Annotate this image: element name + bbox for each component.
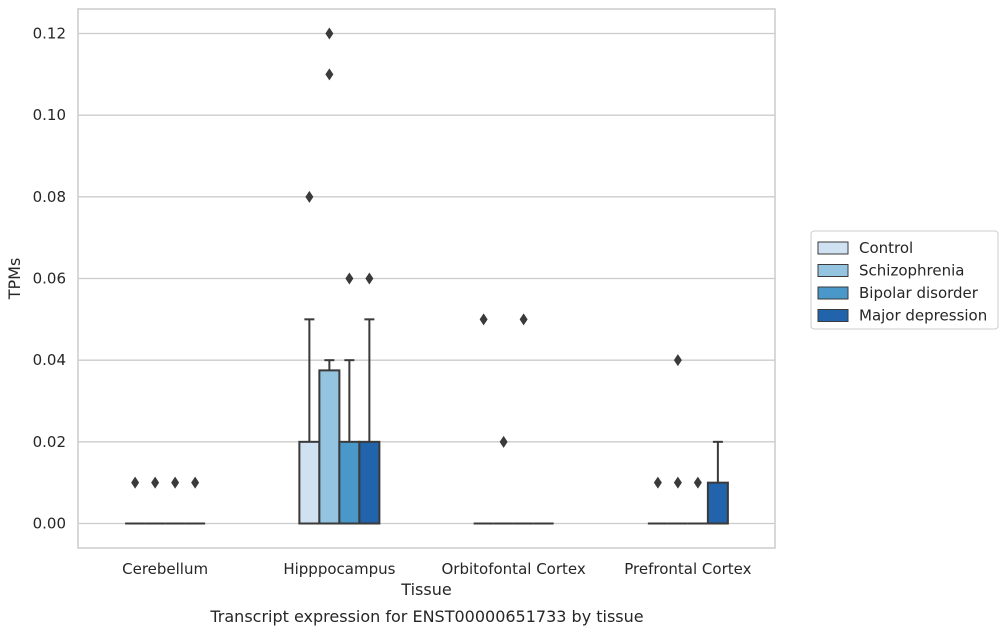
legend-swatch: [817, 286, 849, 300]
y-tick-label: 0.00: [33, 515, 66, 533]
box-body: [338, 440, 361, 525]
legend-swatch: [817, 241, 849, 255]
outlier-point: [519, 313, 528, 326]
box-group: [473, 313, 494, 525]
x-axis-ticks: Cerebellum Hipppocampus Orbitofontal Corte…: [122, 560, 751, 578]
y-tick-label: 0.10: [33, 106, 66, 124]
box-plots: [125, 27, 729, 525]
outlier-point: [673, 354, 682, 367]
box-group: [125, 476, 146, 525]
box-group: [318, 27, 341, 525]
legend-label: Major depression: [859, 307, 987, 325]
x-tick-label: Orbitofontal Cortex: [442, 560, 586, 578]
legend: Control Schizophrenia Bipolar disorder Majo…: [810, 230, 999, 330]
box-group: [358, 272, 381, 525]
box-body: [358, 440, 381, 525]
y-tick-label: 0.12: [33, 25, 66, 43]
outlier-point: [325, 27, 334, 40]
y-tick-label: 0.06: [33, 270, 66, 288]
box-group: [145, 476, 166, 525]
box-group: [687, 476, 708, 525]
box-group: [165, 476, 186, 525]
x-tick-label: Prefrontal Cortex: [624, 560, 751, 578]
y-axis-ticks: 0.00 0.02 0.04 0.06 0.08 0.10 0.12: [33, 25, 66, 533]
outlier-point: [325, 68, 334, 81]
outlier-point: [479, 313, 488, 326]
grid-lines: [78, 32, 775, 525]
legend-frame: [810, 230, 999, 330]
box-group: [185, 476, 206, 525]
box-group: [706, 440, 729, 525]
x-tick-label: Hipppocampus: [283, 560, 395, 578]
y-tick-label: 0.08: [33, 188, 66, 206]
legend-label: Control: [859, 239, 913, 257]
y-axis-label: TPMs: [5, 258, 24, 301]
outlier-point: [499, 435, 508, 448]
plot-frame: [77, 8, 776, 549]
legend-label: Schizophrenia: [859, 262, 964, 280]
box-group: [513, 313, 534, 525]
box-body: [298, 440, 321, 525]
outlier-point: [365, 272, 374, 285]
outlier-point: [693, 476, 702, 489]
box-group: [493, 435, 514, 525]
x-axis-label: Tissue: [400, 580, 451, 599]
box-group: [667, 354, 688, 525]
y-tick-label: 0.02: [33, 433, 66, 451]
box-group: [338, 272, 361, 525]
x-tick-label: Cerebellum: [122, 560, 208, 578]
chart-caption: Transcript expression for ENST0000065173…: [209, 607, 643, 626]
outlier-point: [305, 190, 314, 203]
y-tick-label: 0.04: [33, 351, 66, 369]
outlier-point: [151, 476, 160, 489]
outlier-point: [131, 476, 140, 489]
outlier-point: [345, 272, 354, 285]
box-body: [706, 481, 729, 525]
box-group: [298, 190, 321, 525]
outlier-point: [673, 476, 682, 489]
outlier-point: [653, 476, 662, 489]
outlier-point: [171, 476, 180, 489]
outlier-point: [191, 476, 200, 489]
box-body: [318, 369, 341, 525]
legend-swatch: [817, 264, 849, 277]
box-group: [647, 476, 668, 525]
legend-label: Bipolar disorder: [859, 284, 979, 302]
legend-swatch: [817, 309, 849, 322]
